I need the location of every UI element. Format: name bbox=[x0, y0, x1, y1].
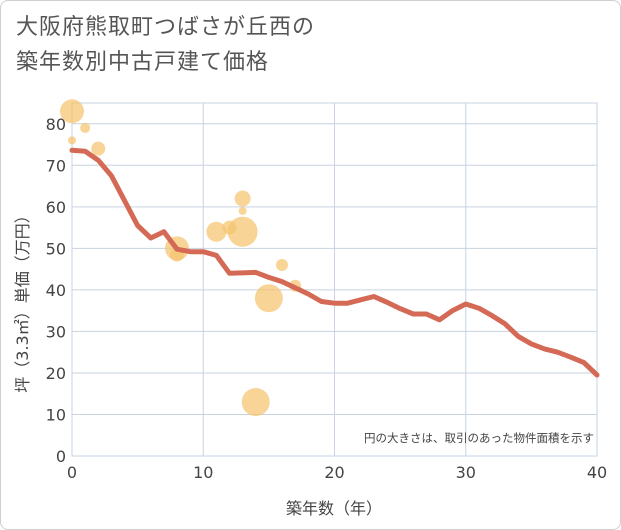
y-tick-label: 50 bbox=[46, 239, 66, 258]
x-tick-labels: 0 10 20 30 40 bbox=[67, 463, 607, 482]
plot-frame bbox=[71, 102, 598, 457]
chart-title: 大阪府熊取町つばさが丘西の 築年数別中古戸建て価格 bbox=[16, 10, 315, 80]
average-line-series bbox=[69, 147, 600, 378]
bubble-point bbox=[206, 221, 227, 242]
x-tick-label: 40 bbox=[587, 463, 607, 482]
y-tick-label: 40 bbox=[46, 281, 66, 300]
bubble-point bbox=[91, 141, 106, 156]
chart-note: 円の大きさは、取引のあった物件面積を示す bbox=[364, 431, 594, 445]
y-tick-label: 0 bbox=[56, 447, 66, 466]
bubble-series bbox=[60, 99, 302, 417]
bubble-point bbox=[276, 258, 288, 271]
chart-title-line2: 築年数別中古戸建て価格 bbox=[16, 50, 270, 75]
y-tick-label: 20 bbox=[46, 364, 66, 383]
average-price-line bbox=[69, 147, 600, 378]
grid bbox=[71, 102, 598, 457]
x-tick-label: 30 bbox=[456, 463, 476, 482]
y-tick-label: 60 bbox=[46, 198, 66, 217]
x-axis-label: 築年数（年） bbox=[286, 499, 382, 518]
bubble-point bbox=[68, 136, 76, 145]
bubble-point bbox=[241, 388, 270, 417]
y-tick-label: 80 bbox=[46, 115, 66, 134]
x-tick-label: 10 bbox=[193, 463, 213, 482]
bubble-point bbox=[227, 216, 258, 247]
bubble-point bbox=[238, 206, 247, 215]
y-axis-label: 坪（3.3㎡）単価（万円） bbox=[13, 207, 32, 392]
bubble-point bbox=[234, 190, 251, 207]
y-tick-labels: 0 10 20 30 40 50 60 70 80 bbox=[46, 115, 66, 466]
chart-title-line1: 大阪府熊取町つばさが丘西の bbox=[16, 15, 316, 40]
y-tick-label: 30 bbox=[46, 322, 66, 341]
bubble-point bbox=[254, 284, 283, 313]
x-tick-label: 0 bbox=[67, 463, 77, 482]
y-tick-label: 10 bbox=[46, 405, 66, 424]
bubble-point bbox=[80, 122, 91, 133]
bubble-point bbox=[60, 99, 84, 124]
y-tick-label: 70 bbox=[46, 156, 66, 175]
x-tick-label: 20 bbox=[324, 463, 344, 482]
